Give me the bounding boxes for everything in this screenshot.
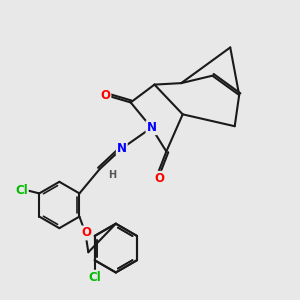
Text: O: O [100, 88, 110, 101]
Text: Cl: Cl [88, 271, 101, 284]
Text: O: O [81, 226, 91, 239]
Text: Cl: Cl [15, 184, 28, 197]
Text: N: N [117, 142, 127, 155]
Text: H: H [108, 170, 116, 180]
Text: N: N [146, 121, 157, 134]
Text: O: O [154, 172, 164, 185]
